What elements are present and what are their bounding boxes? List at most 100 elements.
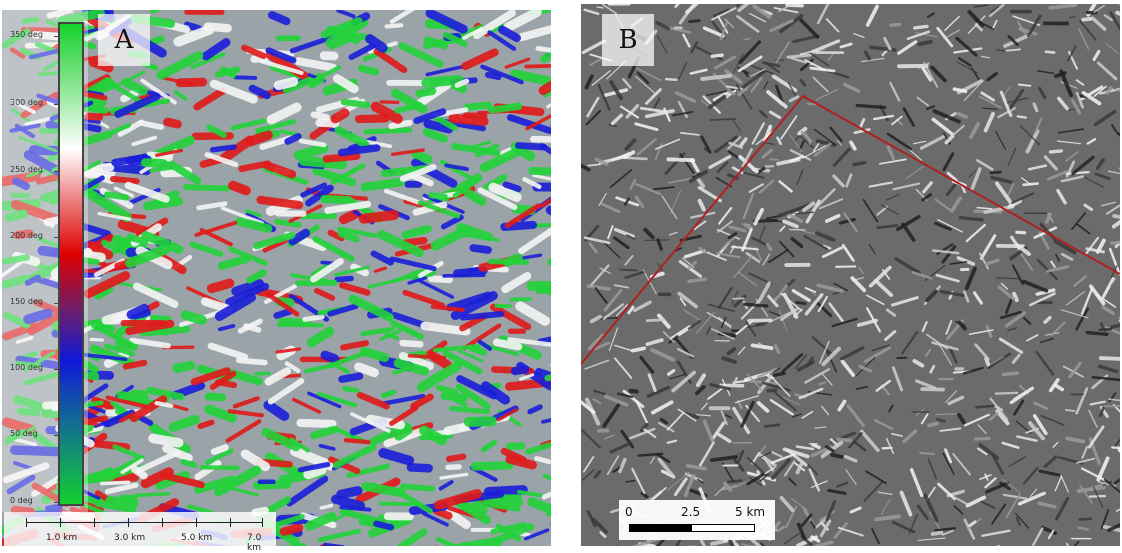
aspect-streak xyxy=(156,403,171,406)
aspect-streak xyxy=(361,68,375,71)
aspect-streak xyxy=(325,355,335,359)
scale-tick xyxy=(94,518,95,527)
aspect-streak xyxy=(538,48,551,52)
scale-tick xyxy=(262,518,263,527)
aspect-streak xyxy=(364,215,394,219)
aspect-streak xyxy=(317,291,333,298)
scale-tick xyxy=(196,518,197,527)
aspect-streak xyxy=(299,61,333,68)
aspect-streak xyxy=(402,46,440,64)
aspect-streak xyxy=(419,91,432,94)
aspect-streak xyxy=(168,122,178,124)
aspect-streak xyxy=(483,442,494,449)
aspect-streak xyxy=(521,29,551,37)
aspect-streak xyxy=(431,195,444,196)
aspect-streak xyxy=(245,454,265,466)
aspect-streak xyxy=(427,67,462,75)
aspect-streak xyxy=(392,259,434,269)
aspect-streak xyxy=(491,261,527,262)
aspect-streak xyxy=(436,232,464,246)
aspect-streak xyxy=(403,343,421,344)
aspect-streak xyxy=(129,237,145,241)
aspect-streak xyxy=(526,66,551,67)
panel-label-a: A xyxy=(98,14,150,66)
aspect-streak xyxy=(177,366,191,369)
aspect-streak xyxy=(271,107,296,119)
aspect-streak xyxy=(251,135,268,141)
aspect-streak xyxy=(336,499,361,506)
scale-label: 3.0 km xyxy=(114,533,145,543)
aspect-streak xyxy=(392,10,426,22)
aspect-streak xyxy=(197,91,223,107)
aspect-streak xyxy=(252,89,267,96)
aspect-streak xyxy=(311,331,329,342)
aspect-streak xyxy=(343,343,366,347)
aspect-streak xyxy=(88,418,106,422)
scale-tick xyxy=(162,518,163,527)
aspect-streak xyxy=(107,194,126,197)
legend-tick-label: 350 deg xyxy=(10,30,43,39)
aspect-streak xyxy=(320,531,358,539)
aspect-streak xyxy=(284,528,299,532)
aspect-streak xyxy=(100,82,109,88)
aspect-streak xyxy=(426,80,458,83)
aspect-streak xyxy=(431,279,449,280)
aspect-streak xyxy=(545,476,551,480)
aspect-streak xyxy=(173,420,195,427)
aspect-streak xyxy=(469,421,492,422)
legend-tick-mark xyxy=(54,502,60,503)
aspect-streak xyxy=(148,201,179,206)
aspect-streak xyxy=(126,82,144,91)
aspect-streak xyxy=(88,116,99,117)
aspect-streak xyxy=(488,75,498,77)
aspect-streak xyxy=(528,441,551,451)
aspect-streak xyxy=(344,214,356,219)
aspect-streak xyxy=(386,191,418,202)
aspect-streak xyxy=(441,482,452,489)
aspect-streak xyxy=(399,430,409,436)
aspect-streak xyxy=(113,179,137,181)
aspect-streak xyxy=(467,105,489,107)
aspect-streak xyxy=(395,276,409,282)
aspect-streak xyxy=(272,15,286,21)
aspect-streak xyxy=(392,408,416,423)
scale-label: 5 km xyxy=(735,505,765,519)
aspect-streak xyxy=(268,405,284,416)
aspect-streak xyxy=(222,259,246,266)
aspect-streak xyxy=(463,314,502,318)
aspect-streak xyxy=(342,376,360,379)
aspect-streak xyxy=(325,545,342,546)
legend-tick-label: 150 deg xyxy=(10,297,43,306)
aspect-streak xyxy=(97,444,126,447)
aspect-streak xyxy=(543,412,551,421)
legend-tick-label: 100 deg xyxy=(10,363,43,372)
aspect-streak xyxy=(139,453,178,471)
aspect-streak xyxy=(277,349,300,352)
aspect-streak xyxy=(376,524,391,528)
aspect-streak xyxy=(534,175,551,183)
aspect-streak xyxy=(480,342,490,349)
scale-label: 7.0 km xyxy=(247,533,276,553)
scale-tick xyxy=(128,518,129,527)
aspect-streak xyxy=(337,279,351,280)
aspect-streak xyxy=(136,494,169,496)
aspect-streak xyxy=(520,306,545,321)
aspect-streak xyxy=(176,92,186,99)
aspect-streak xyxy=(341,491,358,495)
aspect-streak xyxy=(185,315,202,320)
aspect-streak xyxy=(244,48,263,56)
aspect-streak xyxy=(335,113,344,119)
aspect-streak xyxy=(416,155,428,160)
aspect-streak xyxy=(375,268,385,271)
aspect-streak xyxy=(261,200,300,205)
panel-label-b: B xyxy=(602,14,654,66)
aspect-streak xyxy=(342,285,367,292)
scale-label: 1.0 km xyxy=(46,533,77,543)
aspect-streak xyxy=(153,10,167,11)
aspect-streak xyxy=(366,486,402,492)
aspect-streak xyxy=(384,392,394,395)
aspect-streak xyxy=(359,367,375,373)
aspect-streak xyxy=(410,356,445,358)
aspect-streak xyxy=(233,121,264,128)
aspect-streak xyxy=(515,369,525,371)
